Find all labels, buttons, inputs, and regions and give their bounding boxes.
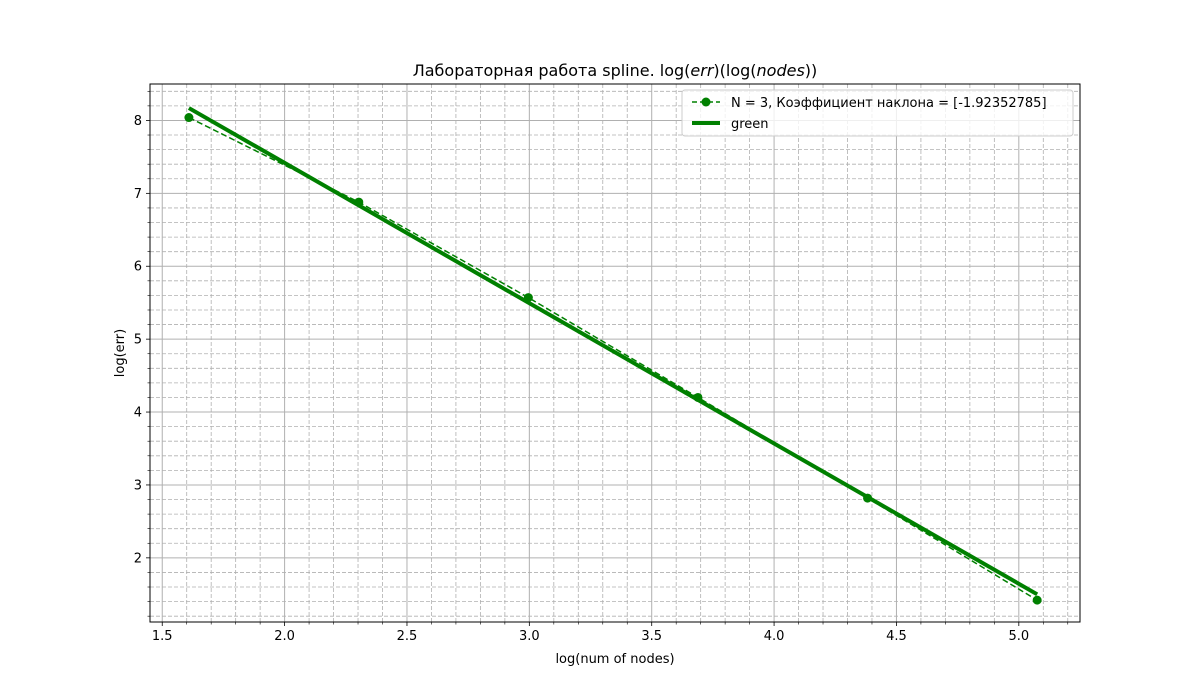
y-tick-label: 7: [134, 187, 142, 202]
x-axis-ticks: 1.5 2.0 2.5 3.0 3.5 4.0 4.5 5.0: [152, 622, 1069, 644]
plot-area-frame: [149, 83, 1081, 623]
y-axis-label: log(err): [113, 329, 128, 377]
chart-title-suffix: )): [805, 61, 817, 80]
legend-label-series-2: green: [731, 117, 769, 132]
legend: N = 3, Коэффициент наклона = [-1.9235278…: [681, 89, 1074, 137]
y-axis-ticks: 2 3 4 5 6 7 8: [134, 90, 150, 617]
series-layer: [184, 106, 1042, 605]
y-tick-label: 8: [134, 114, 142, 129]
x-tick-label: 2.5: [397, 629, 418, 644]
x-tick-label: 3.5: [641, 629, 662, 644]
x-tick-label: 2.0: [274, 629, 295, 644]
y-tick-label: 5: [134, 333, 142, 348]
series-n3-dashed-line: [188, 116, 1038, 601]
chart-title-italic-err: err: [690, 61, 714, 80]
legend-box: [681, 89, 1074, 137]
x-axis-label: log(num of nodes): [555, 652, 674, 667]
series-green-fit-line: [187, 106, 1039, 597]
chart-title-middle: )(log(: [713, 61, 756, 80]
chart-title-italic-nodes: nodes: [757, 61, 805, 80]
series-n3-marker: [184, 113, 194, 123]
x-tick-label: 3.0: [519, 629, 540, 644]
series-n3-marker: [693, 392, 703, 402]
chart-title-prefix: Лабораторная работа spline. log(: [413, 61, 691, 80]
legend-label-series-1: N = 3, Коэффициент наклона = [-1.9235278…: [731, 96, 1047, 111]
chart-title: Лабораторная работа spline. log(err)(log…: [413, 61, 818, 80]
series-n3-marker: [354, 197, 364, 207]
legend-swatch-series-1-marker: [701, 97, 711, 107]
series-n3-marker: [863, 493, 873, 503]
x-tick-label: 4.5: [886, 629, 907, 644]
y-tick-label: 2: [134, 551, 142, 566]
series-n3-marker: [523, 293, 533, 303]
x-tick-label: 5.0: [1008, 629, 1029, 644]
x-tick-label: 4.0: [764, 629, 785, 644]
y-tick-label: 4: [134, 406, 142, 421]
series-n3-marker: [1032, 595, 1042, 605]
x-tick-label: 1.5: [152, 629, 173, 644]
y-tick-label: 3: [134, 478, 142, 493]
y-tick-label: 6: [134, 260, 142, 275]
